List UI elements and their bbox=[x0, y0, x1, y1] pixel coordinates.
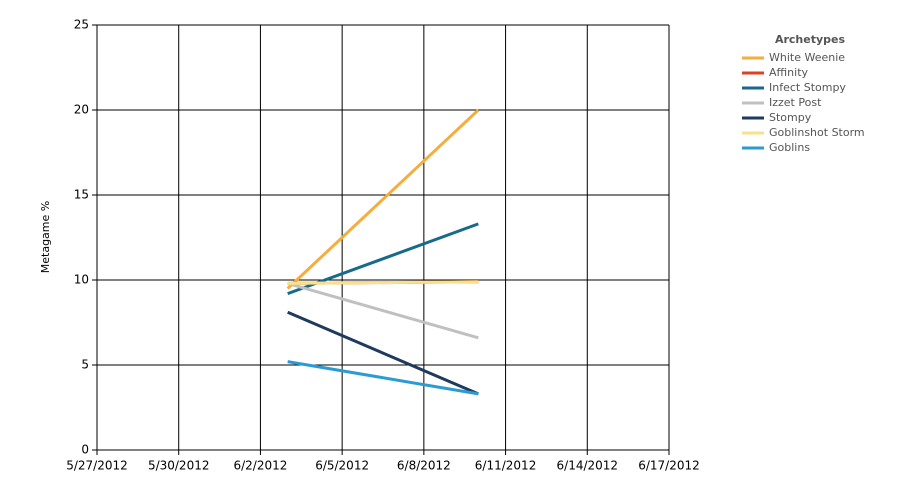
x-tick-label: 6/11/2012 bbox=[475, 459, 537, 473]
legend-label: Infect Stompy bbox=[769, 81, 846, 94]
legend-label: Goblinshot Storm bbox=[769, 126, 865, 139]
series-line bbox=[287, 360, 479, 396]
legend-label: White Weenie bbox=[769, 51, 845, 64]
series-line bbox=[287, 280, 479, 285]
y-axis-label: Metagame % bbox=[39, 201, 52, 273]
x-tick-label: 6/5/2012 bbox=[315, 459, 369, 473]
legend-label: Affinity bbox=[769, 66, 809, 79]
y-tick-label: 20 bbox=[74, 103, 89, 117]
x-tick-label: 6/14/2012 bbox=[557, 459, 619, 473]
x-tick-label: 5/30/2012 bbox=[148, 459, 210, 473]
series-line bbox=[287, 310, 479, 396]
x-tick-label: 6/8/2012 bbox=[397, 459, 451, 473]
legend-label: Stompy bbox=[769, 111, 812, 124]
x-tick-label: 5/27/2012 bbox=[66, 459, 128, 473]
legend-label: Goblins bbox=[769, 141, 810, 154]
y-tick-label: 5 bbox=[81, 358, 89, 372]
y-tick-label: 10 bbox=[74, 273, 89, 287]
y-tick-label: 15 bbox=[74, 188, 89, 202]
series-line bbox=[286, 108, 480, 290]
x-tick-label: 6/17/2012 bbox=[638, 459, 700, 473]
y-tick-label: 0 bbox=[81, 443, 89, 457]
y-tick-label: 25 bbox=[74, 18, 89, 32]
series-line bbox=[287, 281, 479, 340]
legend-title: Archetypes bbox=[775, 33, 846, 46]
legend-label: Izzet Post bbox=[769, 96, 822, 109]
x-tick-label: 6/2/2012 bbox=[233, 459, 287, 473]
